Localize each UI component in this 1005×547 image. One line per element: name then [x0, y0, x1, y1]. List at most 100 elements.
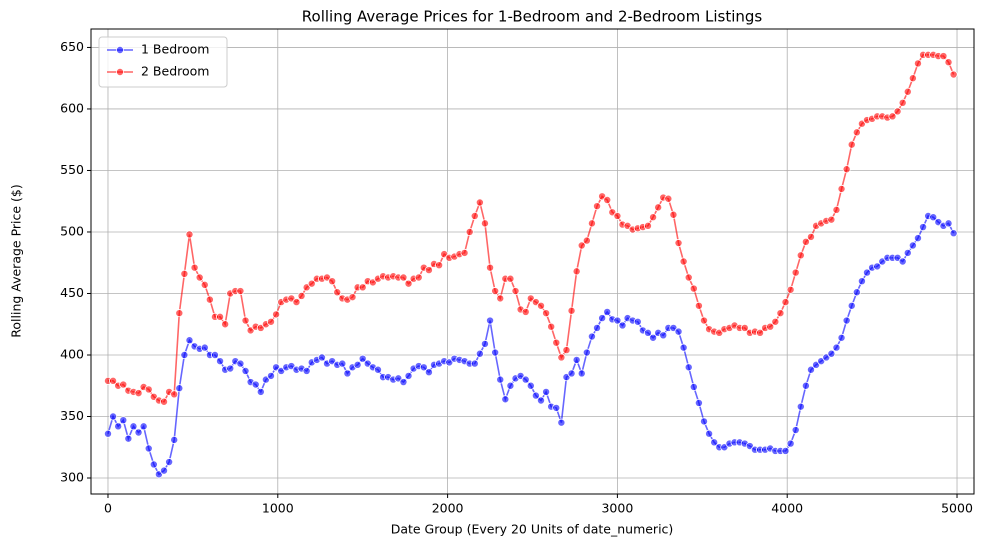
data-point — [521, 307, 530, 316]
data-point — [506, 274, 515, 283]
data-point — [531, 391, 540, 400]
data-point — [175, 309, 184, 318]
data-point — [776, 309, 785, 318]
data-point — [786, 285, 795, 294]
data-point — [251, 380, 260, 389]
data-point — [542, 387, 551, 396]
data-point — [613, 211, 622, 220]
data-point — [908, 241, 917, 250]
data-point — [562, 346, 571, 355]
y-tick-label: 300 — [60, 470, 84, 485]
data-point — [419, 363, 428, 372]
data-point — [470, 359, 479, 368]
data-point — [185, 336, 194, 345]
y-axis-label: Rolling Average Price ($) — [9, 184, 24, 338]
data-point — [552, 403, 561, 412]
data-point — [160, 466, 169, 475]
data-point — [465, 227, 474, 236]
legend-label: 1 Bedroom — [141, 42, 209, 57]
data-point — [796, 251, 805, 260]
data-point — [542, 309, 551, 318]
data-point — [679, 257, 688, 266]
data-point — [435, 261, 444, 270]
x-tick-label: 5000 — [941, 501, 973, 516]
data-point — [572, 355, 581, 364]
data-point — [837, 184, 846, 193]
data-point — [577, 369, 586, 378]
data-point — [857, 277, 866, 286]
data-point — [694, 398, 703, 407]
data-point — [649, 333, 658, 342]
x-tick-label: 3000 — [601, 501, 633, 516]
data-point — [582, 348, 591, 357]
data-point — [684, 363, 693, 372]
data-point — [806, 365, 815, 374]
data-point — [557, 418, 566, 427]
x-tick-label: 4000 — [771, 501, 803, 516]
data-point — [939, 52, 948, 61]
data-point — [399, 378, 408, 387]
data-point — [649, 213, 658, 222]
data-point — [307, 279, 316, 288]
data-point — [109, 412, 118, 421]
data-point — [786, 439, 795, 448]
data-point — [114, 422, 123, 431]
series-line — [107, 54, 955, 403]
data-point — [577, 241, 586, 250]
data-point — [913, 234, 922, 243]
y-tick-label: 450 — [60, 285, 84, 300]
data-point — [119, 380, 128, 389]
data-point — [949, 70, 958, 79]
x-tick-label: 0 — [104, 501, 112, 516]
data-point — [119, 416, 128, 425]
x-axis-label: Date Group (Every 20 Units of date_numer… — [391, 522, 674, 537]
data-point — [399, 273, 408, 282]
data-point — [134, 389, 143, 398]
data-point — [842, 165, 851, 174]
series-line — [107, 215, 955, 476]
data-point — [358, 283, 367, 292]
data-point — [873, 262, 882, 271]
data-point — [470, 211, 479, 220]
data-point — [674, 327, 683, 336]
data-point — [689, 382, 698, 391]
data-point — [643, 328, 652, 337]
data-point — [475, 198, 484, 207]
data-point — [358, 354, 367, 363]
data-point — [526, 381, 535, 390]
data-point — [424, 368, 433, 377]
data-point — [582, 236, 591, 245]
data-point — [567, 369, 576, 378]
data-point — [272, 310, 281, 319]
data-point — [898, 257, 907, 266]
data-point — [796, 402, 805, 411]
data-point — [700, 417, 709, 426]
data-point — [766, 322, 775, 331]
data-point — [781, 298, 790, 307]
data-point — [165, 458, 174, 467]
data-point — [496, 294, 505, 303]
data-point — [480, 219, 489, 228]
data-point — [654, 203, 663, 212]
data-point — [587, 332, 596, 341]
data-point — [598, 314, 607, 323]
data-point — [863, 268, 872, 277]
data-point — [139, 422, 148, 431]
chart-title: Rolling Average Prices for 1-Bedroom and… — [302, 8, 763, 26]
data-point — [791, 268, 800, 277]
data-point — [929, 213, 938, 222]
data-point — [144, 444, 153, 453]
plot-frame — [90, 28, 975, 495]
data-point — [700, 316, 709, 325]
data-point — [491, 287, 500, 296]
data-point — [847, 301, 856, 310]
data-point — [175, 384, 184, 393]
data-point — [129, 422, 138, 431]
data-point — [684, 273, 693, 282]
data-point — [216, 357, 225, 366]
data-point — [353, 360, 362, 369]
data-point — [832, 205, 841, 214]
data-point — [486, 263, 495, 272]
data-point — [134, 428, 143, 437]
data-point — [160, 397, 169, 406]
